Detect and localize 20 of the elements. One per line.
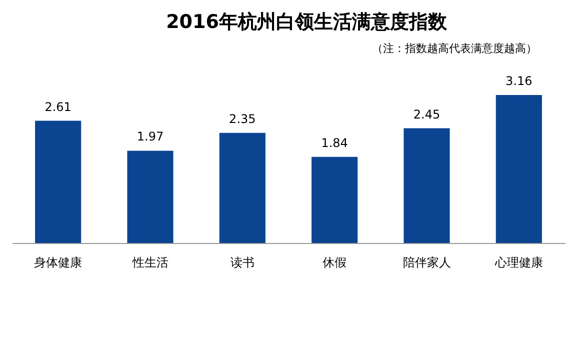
x-tick-label: 身体健康 (34, 256, 82, 270)
data-label: 2.35 (229, 112, 256, 126)
data-label: 2.45 (413, 107, 440, 122)
data-label: 1.84 (321, 136, 348, 150)
bar (312, 156, 358, 243)
x-tick-label: 性生活 (131, 256, 168, 270)
bar (35, 120, 82, 243)
chart-subtitle: （注：指数越高代表满意度越高） (372, 42, 537, 55)
bar (404, 128, 450, 243)
chart-title: 2016年杭州白领生活满意度指数 (166, 11, 448, 33)
x-tick-label: 陪伴家人 (402, 256, 451, 270)
bar (127, 150, 174, 243)
x-tick-label: 心理健康 (494, 256, 543, 270)
x-tick-label: 休假 (322, 256, 347, 270)
data-label: 1.97 (136, 130, 164, 144)
bar (219, 132, 266, 243)
data-label: 2.61 (44, 100, 72, 114)
data-label: 3.16 (506, 74, 532, 88)
bar (496, 95, 542, 243)
x-tick-label: 读书 (230, 256, 254, 270)
